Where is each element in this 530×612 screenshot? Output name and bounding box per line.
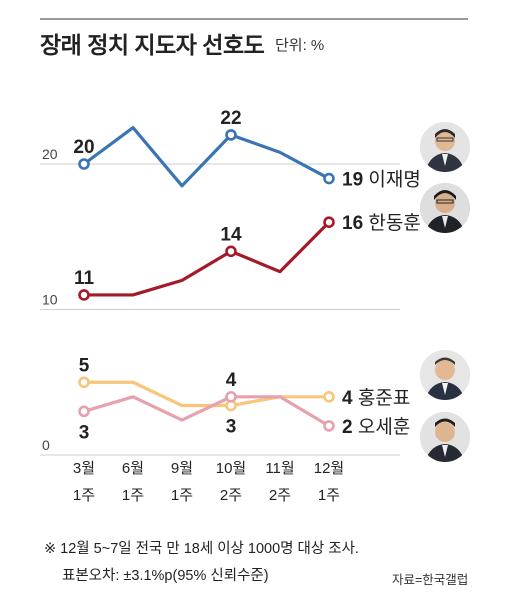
end-label-홍준표: 4 홍준표 (342, 387, 410, 409)
chart-title: 장래 정치 지도자 선호도 (40, 32, 265, 58)
end-value: 2 (342, 417, 358, 438)
y-tick-label: 0 (42, 437, 50, 453)
series-name: 한동훈 (368, 212, 420, 234)
data-point (78, 158, 90, 170)
x-tick-label: 3월 (73, 460, 95, 477)
data-label: 20 (73, 137, 94, 158)
avatar-oh-se-hoon (420, 412, 470, 462)
data-label: 5 (79, 355, 90, 376)
data-point (323, 420, 335, 432)
footnote-survey: ※ 12월 5~7일 전국 만 18세 이상 1000명 대상 조사. (44, 541, 359, 557)
portrait-icon (420, 183, 470, 233)
x-tick-label: 1주 (122, 487, 144, 504)
end-value: 4 (342, 388, 358, 409)
data-point (323, 216, 335, 228)
series-name: 홍준표 (358, 387, 410, 409)
x-tick-label: 2주 (220, 487, 242, 504)
x-tick-label: 12월 (314, 460, 345, 477)
unit-label: 단위: % (275, 37, 325, 54)
x-tick-label: 1주 (171, 487, 193, 504)
data-label: 3 (79, 422, 90, 443)
data-point (78, 376, 90, 389)
data-label: 22 (220, 108, 241, 129)
series-line-홍준표 (82, 380, 331, 408)
data-point (323, 172, 335, 185)
x-tick-label: 1주 (73, 487, 95, 504)
data-point (225, 245, 237, 258)
portrait-icon (420, 412, 470, 462)
series-line-오세훈 (82, 395, 331, 428)
top-rule (40, 18, 468, 20)
data-label: 4 (226, 370, 237, 391)
data-label: 11 (74, 268, 95, 289)
end-value: 16 (342, 213, 368, 234)
end-label-오세훈: 2 오세훈 (342, 416, 410, 438)
end-value: 19 (342, 170, 368, 191)
series-line-한동훈 (82, 220, 331, 297)
footnote-margin-of-error: 표본오차: ±3.1%p(95% 신뢰수준) (62, 568, 269, 584)
data-point (78, 405, 90, 418)
series-name: 이재명 (368, 169, 420, 191)
data-label: 14 (220, 224, 242, 245)
avatar-lee-jae-myung (420, 122, 470, 172)
portrait-icon (420, 350, 470, 400)
data-point (225, 390, 237, 403)
x-tick-label: 1주 (318, 487, 340, 504)
avatar-han-dong-hoon (420, 183, 470, 233)
y-tick-label: 20 (42, 146, 58, 162)
source-label: 자료=한국갤럽 (392, 573, 469, 587)
y-tick-label: 10 (42, 292, 58, 308)
x-tick-label: 9월 (171, 460, 193, 477)
x-tick-label: 2주 (269, 487, 291, 504)
series-line-이재명 (82, 126, 331, 188)
series-name: 오세훈 (358, 416, 410, 438)
data-point (225, 129, 237, 141)
data-label: 3 (226, 417, 237, 438)
portrait-icon (420, 122, 470, 172)
avatar-hong-joon-pyo (420, 350, 470, 400)
x-tick-label: 11월 (265, 460, 294, 477)
end-label-한동훈: 16 한동훈 (342, 212, 421, 234)
x-tick-label: 6월 (122, 460, 144, 477)
data-point (78, 289, 90, 301)
data-point (323, 390, 335, 403)
end-label-이재명: 19 이재명 (342, 169, 421, 191)
x-tick-label: 10월 (216, 460, 247, 477)
